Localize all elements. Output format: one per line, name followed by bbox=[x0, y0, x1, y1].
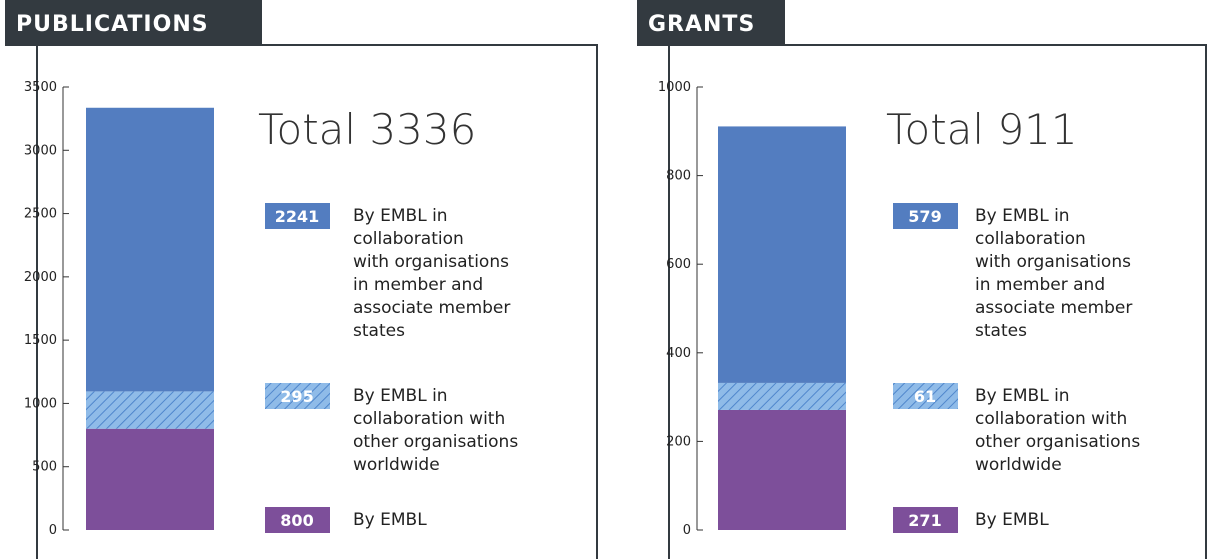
y-tick-label: 3000 bbox=[24, 143, 57, 158]
legend-swatch bbox=[893, 383, 958, 409]
data-label: 295 bbox=[280, 387, 313, 406]
bar-segment bbox=[718, 126, 846, 383]
data-label: 2241 bbox=[275, 207, 320, 226]
bar-segment bbox=[86, 391, 214, 429]
data-label: 579 bbox=[908, 207, 941, 226]
legend-label: By EMBL bbox=[353, 510, 427, 530]
y-tick-label: 1000 bbox=[24, 396, 57, 411]
legend-swatch bbox=[893, 203, 958, 229]
legend-swatch bbox=[265, 383, 330, 409]
y-tick-label: 800 bbox=[666, 168, 691, 183]
panel-border bbox=[36, 44, 598, 559]
y-tick-label: 500 bbox=[32, 459, 57, 474]
legend-label: By EMBL in collaboration with organisation… bbox=[975, 206, 1132, 341]
legend-swatch bbox=[893, 507, 958, 533]
y-tick-label: 1000 bbox=[658, 80, 691, 95]
y-tick-label: 400 bbox=[666, 345, 691, 360]
total-annotation: Total 911 bbox=[886, 105, 1078, 154]
y-tick-label: 600 bbox=[666, 257, 691, 272]
data-label: 61 bbox=[914, 387, 936, 406]
y-tick-label: 0 bbox=[49, 523, 57, 538]
data-label: 271 bbox=[908, 511, 941, 530]
panel-border bbox=[668, 44, 1207, 559]
chart-title: GRANTS bbox=[648, 12, 755, 37]
title-tab bbox=[637, 0, 785, 46]
bar-segment bbox=[718, 382, 846, 410]
bar-segment bbox=[86, 107, 214, 392]
legend-label: By EMBL bbox=[975, 510, 1049, 530]
total-annotation: Total 3336 bbox=[258, 105, 476, 154]
y-tick-label: 200 bbox=[666, 434, 691, 449]
chart-title: PUBLICATIONS bbox=[16, 12, 209, 37]
title-tab bbox=[5, 0, 262, 46]
bar-segment bbox=[86, 428, 214, 530]
data-label: 800 bbox=[280, 511, 313, 530]
legend-swatch bbox=[265, 507, 330, 533]
bar-segment bbox=[718, 409, 846, 530]
legend-swatch bbox=[265, 203, 330, 229]
legend-label: By EMBL in collaboration with other organi… bbox=[975, 386, 1140, 475]
y-tick-label: 2500 bbox=[24, 206, 57, 221]
legend-label: By EMBL in collaboration with organisation… bbox=[353, 206, 510, 341]
y-tick-label: 3500 bbox=[24, 80, 57, 95]
y-tick-label: 0 bbox=[683, 523, 691, 538]
legend-label: By EMBL in collaboration with other organi… bbox=[353, 386, 518, 475]
y-tick-label: 2000 bbox=[24, 269, 57, 284]
y-tick-label: 1500 bbox=[24, 333, 57, 348]
